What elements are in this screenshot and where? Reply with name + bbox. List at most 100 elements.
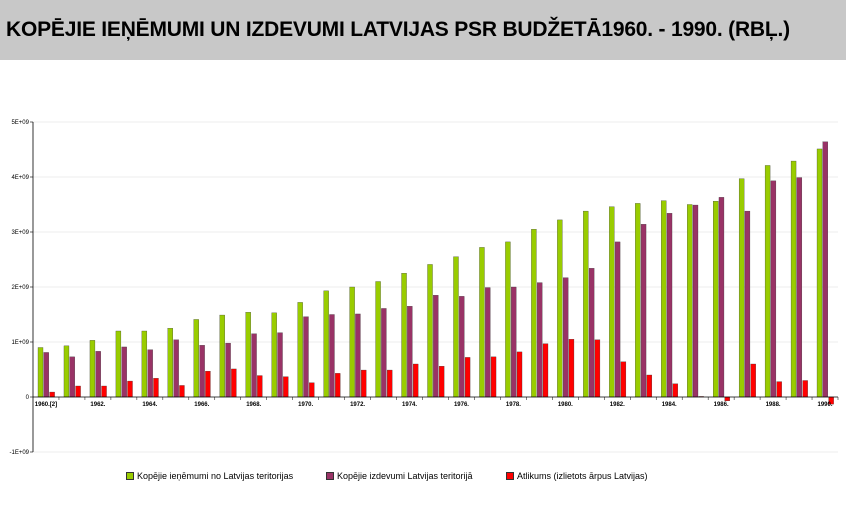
bar-surplus [646, 374, 653, 398]
x-tick-label: 1966. [194, 402, 209, 408]
bar-surplus [542, 343, 549, 398]
bar-expenditure [433, 295, 439, 398]
bar-surplus [205, 370, 211, 398]
bar-surplus [309, 382, 315, 398]
bar-revenue [141, 330, 148, 398]
bar-surplus [776, 381, 782, 398]
bar-revenue [167, 328, 173, 398]
bar-surplus [49, 391, 55, 398]
bar-surplus [75, 385, 81, 398]
y-tick-label: 4E+09 [11, 175, 29, 181]
x-tick-label: 1984. [662, 402, 677, 408]
legend-label-expenditure: Kopējie izdevumi Latvijas teritorijā [337, 471, 473, 481]
bar-revenue [816, 148, 823, 398]
bar-surplus [335, 373, 341, 398]
bar-expenditure [744, 210, 751, 398]
y-tick-label: 5E+09 [11, 120, 29, 126]
bar-expenditure [95, 351, 101, 398]
bar-revenue [115, 330, 122, 398]
bar-expenditure [303, 316, 309, 398]
bar-expenditure [770, 180, 777, 398]
bar-revenue [219, 314, 225, 398]
y-tick-label: 0 [26, 395, 30, 401]
bar-revenue [738, 178, 745, 398]
bar-expenditure [277, 332, 283, 398]
legend-item-surplus: Atlikums (izlietots ārpus Latvijas) [506, 471, 648, 481]
bar-revenue [764, 165, 771, 398]
bar-revenue [479, 247, 485, 398]
bar-surplus [516, 351, 523, 398]
bar-revenue [635, 203, 641, 398]
bar-revenue [557, 219, 563, 398]
chart-title: KOPĒJIE IEŅĒMUMI UN IZDEVUMI LATVIJAS PS… [6, 18, 790, 41]
bar-revenue [271, 312, 277, 398]
bar-surplus [387, 369, 393, 398]
bar-expenditure [121, 346, 127, 398]
bar-revenue [505, 241, 511, 398]
bar-expenditure [822, 141, 828, 398]
bar-expenditure [588, 268, 595, 398]
bar-revenue [661, 200, 667, 398]
y-tick-label: -1E+09 [9, 450, 29, 456]
bar-expenditure [147, 349, 153, 398]
bar-surplus [257, 375, 263, 398]
bar-revenue [193, 319, 199, 398]
legend-swatch-surplus [506, 471, 514, 480]
bar-revenue [349, 286, 355, 398]
x-tick-label: 1964. [142, 402, 157, 408]
bar-expenditure [718, 197, 725, 398]
bar-expenditure [666, 213, 673, 398]
bar-expenditure [251, 333, 257, 398]
legend-swatch-revenue [126, 471, 134, 480]
bar-revenue [37, 347, 44, 398]
bar-expenditure [381, 308, 387, 398]
bar-expenditure [225, 342, 231, 398]
bar-revenue [297, 302, 303, 398]
bar-revenue [583, 210, 589, 398]
y-tick-label: 1E+09 [11, 340, 29, 346]
x-tick-label: 1978. [506, 402, 521, 408]
bar-revenue [453, 256, 459, 398]
bar-revenue [609, 206, 615, 398]
bar-expenditure [173, 339, 179, 398]
x-tick-label: 1990. [818, 402, 833, 408]
legend-swatch-expenditure [326, 471, 334, 480]
x-tick-label: 1986. [714, 402, 729, 408]
bar-surplus [490, 356, 497, 398]
bar-revenue [427, 264, 433, 398]
bar-expenditure [614, 241, 621, 398]
bar-surplus [802, 380, 808, 398]
legend-item-expenditure: Kopējie izdevumi Latvijas teritorijā [326, 471, 473, 481]
bar-expenditure [640, 224, 647, 398]
y-tick-label: 2E+09 [11, 285, 29, 291]
bar-surplus [438, 366, 445, 398]
x-tick-label: 1974. [402, 402, 417, 408]
bar-revenue [401, 273, 407, 398]
bar-surplus [179, 385, 185, 398]
bar-surplus [594, 339, 601, 398]
x-tick-label: 1976. [454, 402, 469, 408]
x-tick-label: 1988. [766, 402, 781, 408]
bar-expenditure [355, 313, 361, 398]
bar-expenditure [796, 177, 803, 398]
bar-revenue [375, 281, 381, 398]
bar-surplus [724, 396, 730, 401]
y-tick-label: 3E+09 [11, 230, 29, 236]
bar-expenditure [692, 204, 699, 398]
bar-expenditure [199, 345, 205, 398]
x-tick-label: 1962. [90, 402, 105, 408]
bar-revenue [790, 160, 797, 398]
bar-surplus [153, 378, 159, 398]
bar-surplus [672, 383, 678, 398]
bar-surplus [283, 376, 289, 398]
bar-revenue [687, 204, 693, 398]
bar-expenditure [563, 277, 569, 398]
bar-surplus [620, 361, 627, 398]
legend-item-revenue: Kopējie ieņēmumi no Latvijas teritorijas [126, 471, 293, 481]
chart-legend: Kopējie ieņēmumi no Latvijas teritorijas… [0, 471, 846, 485]
bar-surplus [361, 369, 367, 398]
x-tick-label: 1960.[2] [35, 402, 57, 408]
x-tick-label: 1982. [610, 402, 625, 408]
bar-expenditure [459, 296, 465, 398]
